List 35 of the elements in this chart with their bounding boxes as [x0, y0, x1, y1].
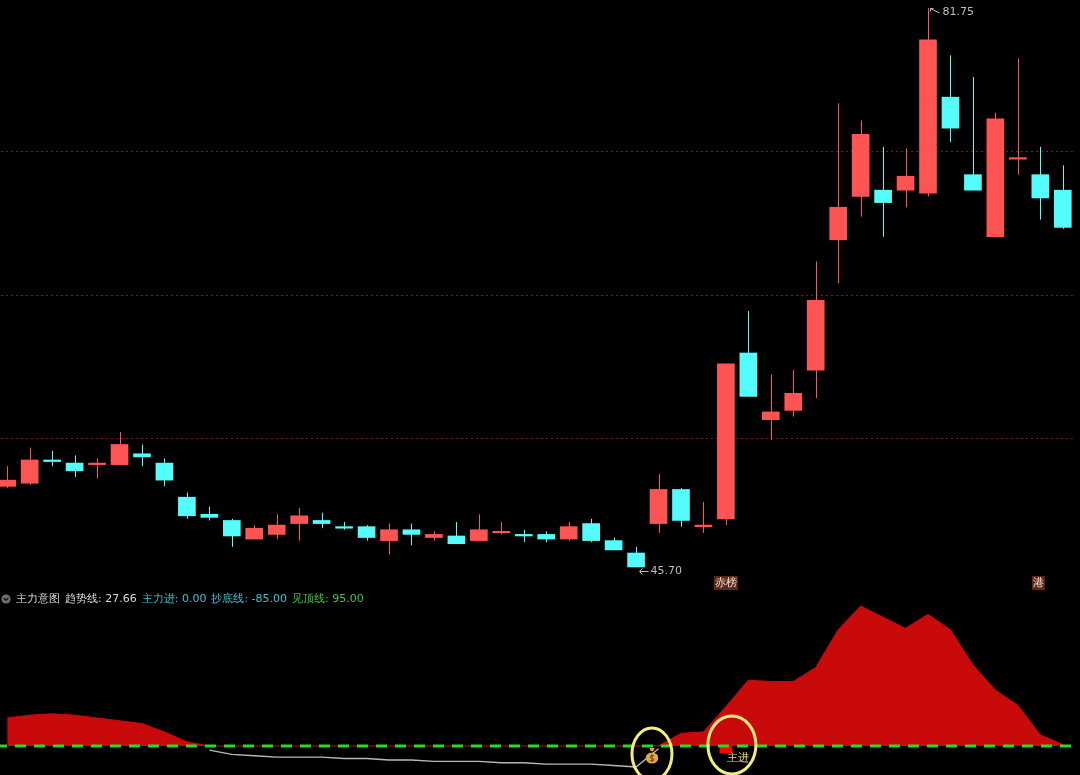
annotation: 81.75 [942, 4, 974, 18]
candlestick [761, 374, 780, 441]
text: 抄底线: -85.00 [211, 592, 288, 606]
candlestick [380, 523, 398, 556]
candlestick [133, 443, 151, 467]
candlestick [1009, 57, 1027, 176]
candlestick [784, 369, 803, 418]
candlestick [447, 521, 466, 545]
candlestick [155, 457, 174, 487]
text: 趋势线: 27.66 [65, 592, 137, 606]
candlestick [267, 513, 286, 540]
candlestick [874, 146, 892, 238]
candlestick [896, 147, 915, 208]
candlestick [964, 76, 982, 191]
candlestick [20, 447, 39, 486]
candlestick [470, 513, 488, 542]
candlestick [88, 457, 106, 480]
candlestick [110, 431, 129, 466]
chart-title: 主力意图 [16, 592, 60, 606]
annotation: 45.70 [650, 563, 682, 577]
text: 主力进: 0.00 [141, 592, 207, 606]
series-label: 主进 [726, 750, 749, 764]
text: 港 [1032, 575, 1044, 589]
candlestick [65, 454, 84, 478]
candlestick [582, 518, 600, 543]
candlestick [0, 465, 17, 489]
text: 见顶线: 95.00 [292, 592, 364, 606]
text: 赤榜 [714, 575, 737, 589]
candlestick [402, 523, 421, 546]
candlestick [222, 518, 241, 548]
candlestick [627, 546, 645, 568]
candlestick [290, 507, 309, 542]
candlestick [178, 492, 196, 520]
candlestick [1031, 146, 1050, 221]
candlestick [559, 521, 578, 542]
